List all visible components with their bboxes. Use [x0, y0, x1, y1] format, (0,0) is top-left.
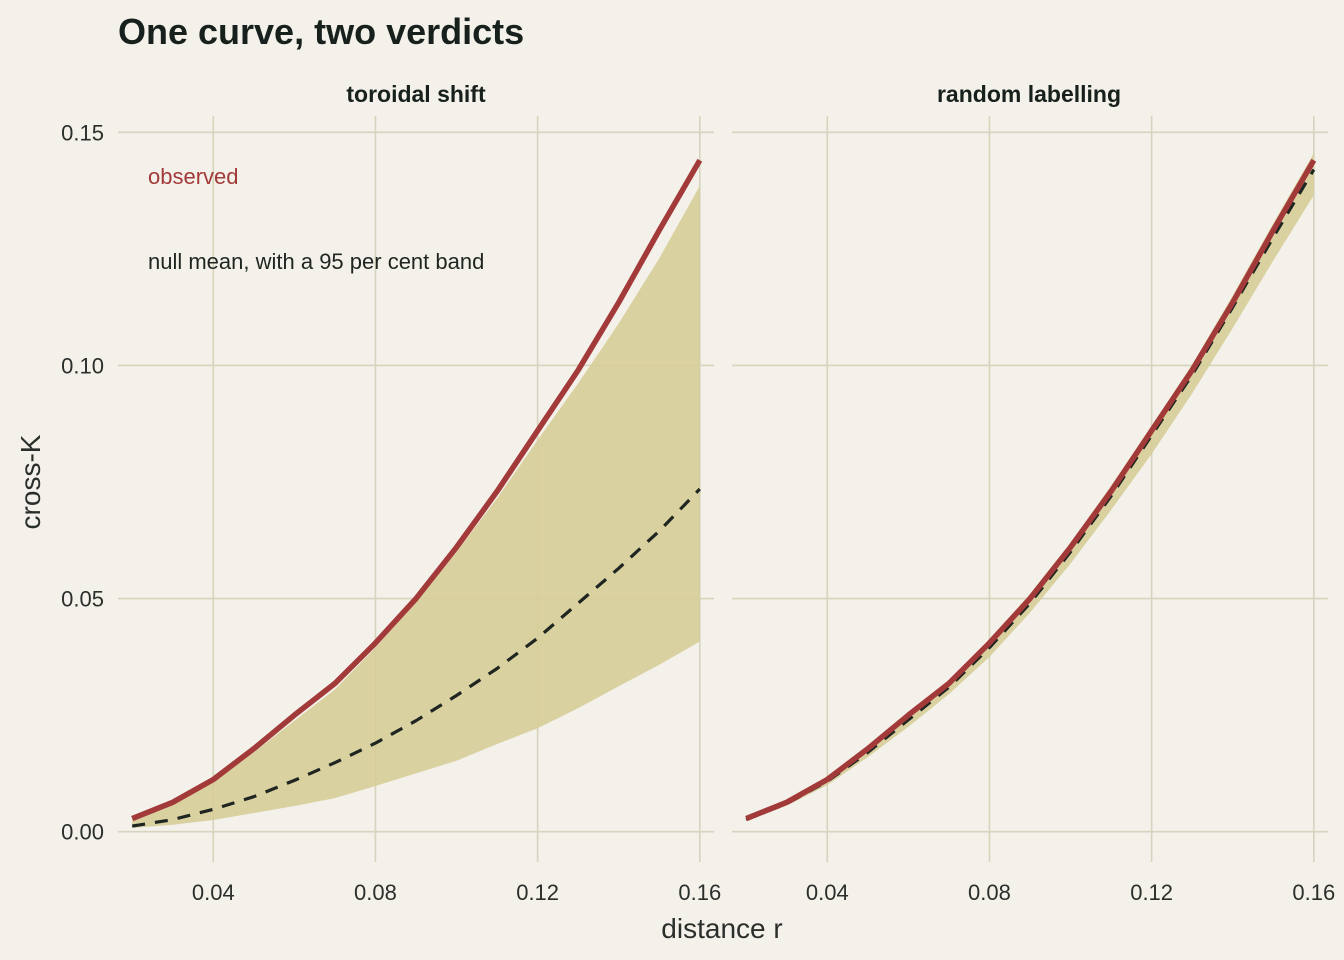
x-tick-label-1-0: 0.04 — [806, 880, 849, 905]
panel-strip-label-random: random labelling — [937, 81, 1121, 107]
y-tick-label-1: 0.05 — [61, 587, 104, 612]
x-tick-label-0-2: 0.12 — [516, 880, 559, 905]
series-line-null-mean-1 — [745, 168, 1316, 822]
y-tick-label-0: 0.00 — [61, 820, 104, 845]
x-tick-label-0-0: 0.04 — [192, 880, 235, 905]
x-tick-labels: 0.04 0.08 0.12 0.16 0.04 0.08 0.12 0.16 — [192, 880, 1335, 905]
series-line-observed-0 — [131, 158, 703, 822]
chart-title: One curve, two verdicts — [118, 11, 524, 52]
x-tick-label-1-2: 0.12 — [1130, 880, 1173, 905]
observed-annotation: observed — [148, 164, 239, 189]
panel-1 — [732, 116, 1328, 862]
x-tick-label-0-3: 0.16 — [678, 880, 721, 905]
y-axis-title: cross-K — [15, 434, 46, 529]
panels — [118, 116, 1328, 862]
panel-0 — [118, 116, 714, 862]
y-tick-label-2: 0.10 — [61, 353, 104, 378]
panel-strip-label-toroidal: toroidal shift — [346, 81, 486, 107]
x-tick-label-1-3: 0.16 — [1292, 880, 1335, 905]
y-tick-label-3: 0.15 — [61, 120, 104, 145]
x-tick-label-0-1: 0.08 — [354, 880, 397, 905]
y-tick-labels: 0.00 0.05 0.10 0.15 — [61, 120, 104, 844]
x-tick-label-1-1: 0.08 — [968, 880, 1011, 905]
series-line-observed-1 — [745, 158, 1317, 822]
null-mean-annotation: null mean, with a 95 per cent band — [148, 249, 484, 274]
x-axis-title: distance r — [661, 913, 782, 944]
band-95-1 — [746, 153, 1314, 821]
series-line-null-mean-0 — [131, 487, 701, 828]
band-95-0 — [132, 185, 700, 828]
